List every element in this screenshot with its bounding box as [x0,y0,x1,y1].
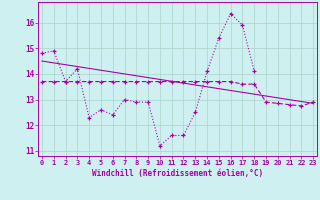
X-axis label: Windchill (Refroidissement éolien,°C): Windchill (Refroidissement éolien,°C) [92,169,263,178]
